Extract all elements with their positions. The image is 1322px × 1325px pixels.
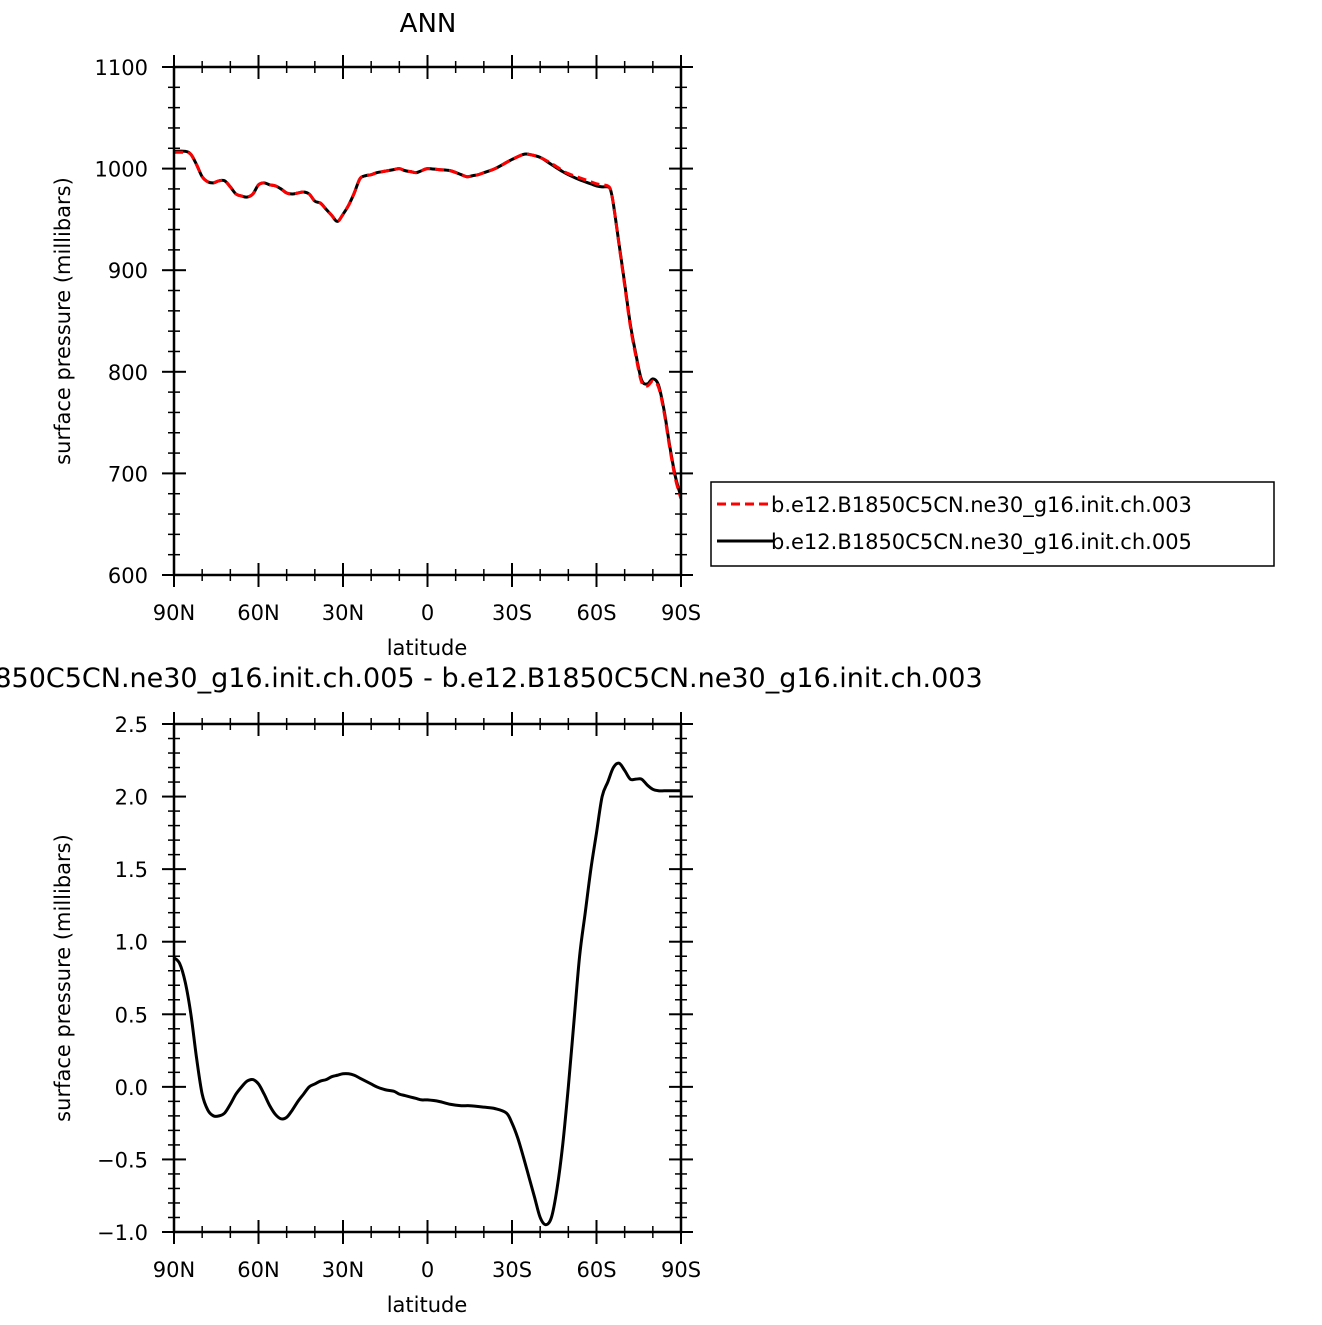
bottom-series-line-0 — [174, 761, 681, 1227]
top-x-tick-label: 30N — [322, 601, 364, 625]
bottom-x-axis-label: latitude — [387, 1293, 468, 1317]
bottom-axis-ticks — [162, 712, 693, 1244]
top-x-axis-label: latitude — [387, 636, 468, 660]
top-series-line-1 — [174, 149, 681, 498]
bottom-y-tick-label: 2.5 — [115, 713, 148, 737]
bottom-y-tick-label: 2.0 — [115, 786, 148, 810]
bottom-x-tick-label: 30N — [322, 1258, 364, 1282]
bottom-x-tick-label: 60S — [576, 1258, 616, 1282]
top-chart-title: ANN — [400, 9, 457, 39]
top-x-tick-label: 0 — [421, 601, 434, 625]
bottom-x-tick-label: 60N — [237, 1258, 279, 1282]
bottom-y-tick-label: 0.0 — [115, 1076, 148, 1100]
bottom-plot-frame — [172, 722, 683, 1234]
bottom-y-axis-label: surface pressure (millibars) — [51, 834, 75, 1122]
bottom-x-tick-label: 90N — [153, 1258, 195, 1282]
top-y-tick-label: 900 — [108, 259, 148, 283]
bottom-x-tick-label: 30S — [492, 1258, 532, 1282]
top-y-tick-label: 1100 — [95, 56, 148, 80]
top-plot-frame — [172, 65, 683, 577]
bottom-y-tick-label: −0.5 — [97, 1148, 148, 1172]
top-y-tick-label: 800 — [108, 361, 148, 385]
legend: b.e12.B1850C5CN.ne30_g16.init.ch.003 b.e… — [710, 481, 1275, 567]
top-x-tick-label: 60N — [237, 601, 279, 625]
top-x-tick-label: 30S — [492, 601, 532, 625]
top-x-tick-label: 60S — [576, 601, 616, 625]
top-axis-ticks — [162, 55, 693, 587]
bottom-panel: b.e12.B1850C5CN.ne30_g16.init.ch.005 - b… — [0, 663, 983, 1317]
top-y-tick-label: 600 — [108, 564, 148, 588]
bottom-y-tick-label: −1.0 — [97, 1221, 148, 1245]
legend-label-003: b.e12.B1850C5CN.ne30_g16.init.ch.003 — [771, 493, 1192, 518]
top-y-tick-label: 700 — [108, 462, 148, 486]
bottom-x-tick-label: 0 — [421, 1258, 434, 1282]
top-y-axis-label: surface pressure (millibars) — [51, 177, 75, 465]
bottom-y-tick-label: 1.5 — [115, 858, 148, 882]
bottom-tick-labels: 90N 60N 30N 0 30S 60S 90S −1.0 −0.5 0.0 0.5 1.0 1.5 2… — [97, 713, 701, 1282]
bottom-x-tick-label: 90S — [661, 1258, 701, 1282]
bottom-chart-title: b.e12.B1850C5CN.ne30_g16.init.ch.005 - b… — [0, 663, 983, 694]
legend-label-005: b.e12.B1850C5CN.ne30_g16.init.ch.005 — [771, 530, 1192, 555]
legend-box — [710, 481, 1275, 567]
top-series-line-0 — [174, 150, 681, 500]
top-series-lines — [174, 149, 681, 500]
bottom-series-lines — [174, 761, 681, 1227]
bottom-y-tick-label: 0.5 — [115, 1003, 148, 1027]
top-x-tick-label: 90S — [661, 601, 701, 625]
top-x-tick-label: 90N — [153, 601, 195, 625]
top-tick-labels: 90N 60N 30N 0 30S 60S 90S 600 700 800 900 1000 1100 — [95, 56, 701, 625]
top-y-tick-label: 1000 — [95, 158, 148, 182]
bottom-y-tick-label: 1.0 — [115, 931, 148, 955]
top-panel: ANN surface pressure (millibars) latitud… — [51, 9, 701, 660]
